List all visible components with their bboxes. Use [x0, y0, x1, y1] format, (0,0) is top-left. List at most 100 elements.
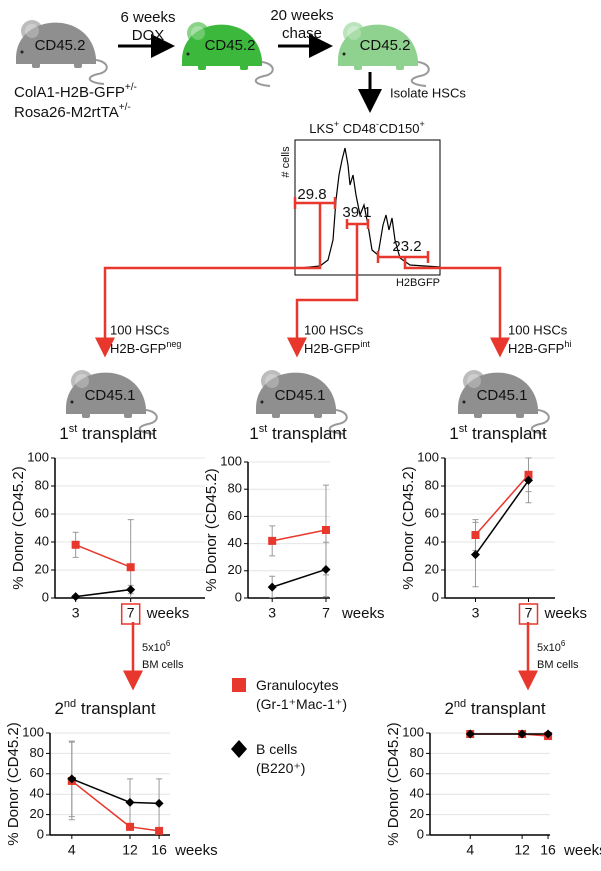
dose-label: BM cells — [142, 659, 184, 671]
marker — [125, 797, 135, 807]
title-part: 1 — [449, 424, 458, 443]
y-tick-label: 60 — [410, 765, 424, 780]
genotype: Rosa26-M2rtTA+/- — [14, 102, 131, 121]
legend-swatch — [231, 740, 247, 758]
y-tick-label: 80 — [425, 477, 439, 492]
series-line — [71, 780, 160, 832]
dose-label: 5x106 — [142, 639, 171, 654]
y-tick-label: 100 — [27, 449, 49, 464]
x-axis-label: weeks — [146, 605, 190, 622]
y-tick-label: 60 — [30, 765, 44, 780]
x-tick-label: 16 — [151, 842, 167, 858]
line-chart: 2nd transplant 0 20 40 60 80 100% Donor (CD45.… — [385, 698, 601, 859]
mouse-label: CD45.2 — [205, 37, 256, 54]
gate — [376, 251, 430, 263]
series-line — [271, 568, 327, 588]
title-part: nd — [454, 698, 466, 710]
y-tick-label: 0 — [235, 589, 242, 604]
step-label: 6 weeks — [120, 9, 175, 26]
y-tick-label: 80 — [410, 745, 424, 760]
marker — [71, 592, 81, 602]
title-part: 1 — [249, 424, 258, 443]
step-label: chase — [282, 25, 322, 42]
mouse-icon — [181, 21, 274, 87]
x-tick-label: 4 — [466, 842, 474, 858]
y-tick-label: 40 — [410, 786, 424, 801]
marker — [524, 470, 533, 479]
marker — [471, 531, 480, 539]
y-axis-label: % Donor (CD45.2) — [10, 466, 27, 589]
x-tick-label: 3 — [72, 605, 80, 621]
title-part: transplant — [467, 424, 547, 443]
branch-arrow — [403, 257, 510, 358]
marker — [126, 585, 136, 595]
step-label: Isolate HSCs — [390, 85, 466, 100]
y-tick-label: 60 — [228, 508, 242, 523]
y-tick-label: 40 — [228, 535, 242, 550]
title-part: 1 — [59, 424, 68, 443]
marker — [126, 563, 135, 572]
y-tick-label: 0 — [42, 589, 49, 604]
title-part: transplant — [466, 699, 546, 718]
legend-label: B cells (B220⁺) — [256, 741, 306, 776]
y-axis-label: % Donor (CD45.2) — [5, 722, 22, 845]
title-part: st — [459, 423, 468, 435]
title-part: transplant — [76, 699, 156, 718]
x-axis-label: weeks — [543, 605, 587, 622]
marker — [465, 729, 475, 739]
title-part: nd — [64, 698, 76, 710]
legend-label: Granulocytes (Gr-1⁺Mac-1⁺) — [256, 677, 347, 712]
y-tick-label: 40 — [30, 786, 44, 801]
chart-title: 1st transplant — [249, 423, 347, 444]
series-line — [474, 479, 530, 556]
line-chart: 2nd transplant 0 20 40 60 80 100% Donor (CD45.… — [5, 698, 218, 859]
chart-title: 1st transplant — [449, 423, 547, 444]
y-tick-label: 60 — [425, 505, 439, 520]
x-tick-label: 12 — [122, 842, 138, 858]
branch-arrow — [95, 203, 322, 358]
y-axis-label: % Donor (CD45.2) — [385, 722, 402, 845]
y-tick-label: 20 — [35, 561, 49, 576]
marker — [517, 729, 527, 739]
series-line — [75, 544, 131, 568]
y-tick-label: 60 — [35, 505, 49, 520]
title-part: st — [259, 423, 268, 435]
gate-label: 23.2 — [392, 238, 421, 255]
title-part: transplant — [77, 424, 157, 443]
series-line — [474, 474, 530, 536]
y-axis-label: % Donor (CD45.2) — [400, 466, 417, 589]
y-axis-label: % Donor (CD45.2) — [203, 468, 220, 591]
group-count: 100 HSCs — [304, 322, 364, 337]
title-part: 2 — [444, 699, 453, 718]
x-axis-label: weeks — [563, 842, 601, 859]
marker — [267, 582, 277, 592]
x-tick-label: 12 — [514, 842, 530, 858]
title-part: transplant — [267, 424, 347, 443]
chart-title: 2nd transplant — [54, 698, 155, 719]
mouse-label: CD45.2 — [35, 37, 86, 54]
x-tick-label: 4 — [68, 842, 76, 858]
group-count: 100 HSCs — [508, 322, 568, 337]
y-tick-label: 0 — [37, 826, 44, 841]
group-label: H2B-GFPint — [304, 339, 370, 356]
line-chart: 1st transplant 0 20 40 60 80 100% Donor (CD45.… — [400, 423, 587, 625]
y-tick-label: 100 — [417, 449, 439, 464]
mouse-label: CD45.1 — [477, 387, 528, 404]
tick-highlight — [518, 603, 539, 625]
y-tick-label: 20 — [410, 806, 424, 821]
marker — [67, 774, 77, 784]
y-tick-label: 40 — [35, 533, 49, 548]
y-tick-label: 80 — [228, 481, 242, 496]
marker — [523, 475, 533, 485]
x-tick-label: 16 — [540, 842, 556, 858]
y-tick-label: 20 — [228, 562, 242, 577]
x-axis-label: weeks — [341, 605, 385, 622]
group-count: 100 HSCs — [110, 322, 170, 337]
branch-arrow — [287, 224, 359, 358]
y-tick-label: 20 — [425, 561, 439, 576]
marker — [470, 550, 480, 560]
marker — [268, 536, 277, 545]
histogram-xlabel: H2BGFP — [396, 277, 440, 289]
